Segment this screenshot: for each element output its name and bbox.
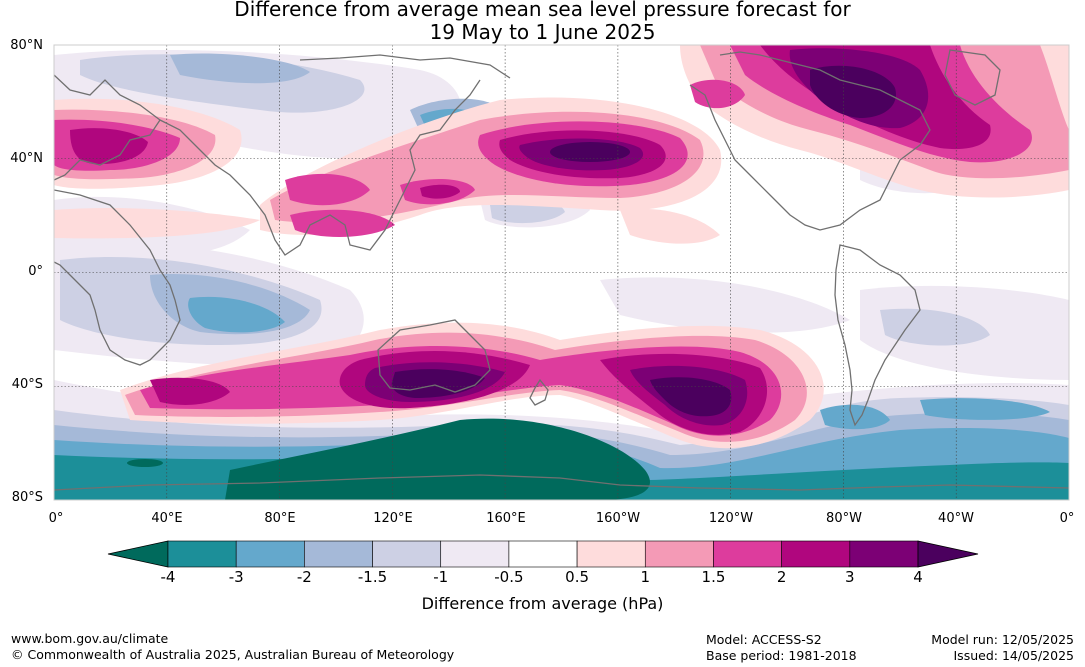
lat-label-80n: 80°N: [10, 38, 43, 53]
colorbar-tick-label: 3: [845, 568, 855, 586]
map-frame: [53, 44, 1070, 501]
lon-label-0: 0°: [48, 511, 64, 526]
footer-model-run: Model run: 12/05/2025: [931, 632, 1074, 647]
colorbar-segment: [440, 540, 510, 568]
colorbar-segment: [849, 540, 919, 568]
lon-label-160e: 160°E: [486, 511, 526, 526]
lon-label-40w: 40°W: [938, 511, 974, 526]
colorbar-tick-label: 0.5: [565, 568, 590, 586]
lat-label-40n: 40°N: [10, 151, 43, 166]
colorbar-tick-label: 2: [776, 568, 787, 586]
coast-north-america: [689, 51, 931, 231]
colorbar-segment: [644, 540, 714, 568]
footer-issued: Issued: 14/05/2025: [953, 648, 1075, 663]
positive-anomaly-southern-band: [120, 322, 824, 449]
lat-label-80s: 80°S: [11, 490, 43, 505]
colorbar-tick-label: -1.5: [357, 568, 388, 586]
coast-antarctica: [54, 474, 1069, 491]
colorbar-segment: [167, 540, 237, 568]
positive-anomaly-europe: [54, 98, 260, 239]
colorbar-segment: [372, 540, 442, 568]
lon-label-80e: 80°E: [264, 511, 296, 526]
chart-title-line2: 19 May to 1 June 2025: [429, 20, 656, 44]
footer-copyright: © Commonwealth of Australia 2025, Austra…: [11, 647, 455, 662]
positive-anomaly-north-pacific: [260, 97, 722, 237]
colorbar-segment: [235, 540, 305, 568]
chart-title-line1: Difference from average mean sea level p…: [234, 0, 851, 21]
colorbar-segment: [781, 540, 851, 568]
colorbar-segment: [508, 540, 578, 568]
coastlines: [54, 49, 1069, 491]
lon-label-0-east: 0°: [1059, 511, 1075, 526]
colorbar-extend-low: [107, 540, 169, 568]
negative-anomaly-indian-ocean: [54, 242, 1069, 380]
colorbar-segment: [304, 540, 373, 568]
colorbar-segment: [713, 540, 782, 568]
lon-label-120w: 120°W: [708, 511, 754, 526]
coast-greenland: [944, 49, 1001, 106]
footer-model: Model: ACCESS-S2: [706, 632, 822, 647]
footer-website: www.bom.gov.au/climate: [11, 631, 169, 646]
colorbar-title: Difference from average (hPa): [421, 594, 664, 613]
colorbar-tick-label: -2: [296, 568, 312, 586]
lon-label-120e: 120°E: [373, 511, 413, 526]
colorbar-extend-high: [917, 540, 979, 568]
lat-label-equator: 0°: [28, 264, 43, 279]
colorbar-tick-label: -3: [228, 568, 244, 586]
colorbar-tick-label: -0.5: [494, 568, 524, 586]
lon-label-80w: 80°W: [826, 511, 862, 526]
colorbar-segment: [576, 540, 646, 568]
coast-australia: [377, 319, 491, 393]
colorbar-tick-label: 1: [640, 568, 651, 586]
coast-asia: [159, 54, 511, 256]
colorbar: [107, 540, 979, 568]
colorbar-tick-label: 4: [913, 568, 923, 586]
coast-south-america: [834, 244, 921, 427]
colorbar-tick-label: 1.5: [701, 568, 726, 586]
footer-base-period: Base period: 1981-2018: [706, 648, 857, 663]
colorbar-tick-label: -4: [160, 568, 176, 586]
lon-label-40e: 40°E: [151, 511, 183, 526]
coast-new-zealand: [529, 378, 549, 406]
coast-europe-africa: [54, 74, 181, 366]
lon-label-160w: 160°W: [595, 511, 641, 526]
lat-label-40s: 40°S: [11, 377, 43, 392]
colorbar-tick-label: -1: [433, 568, 449, 586]
graticule: [54, 45, 1069, 500]
